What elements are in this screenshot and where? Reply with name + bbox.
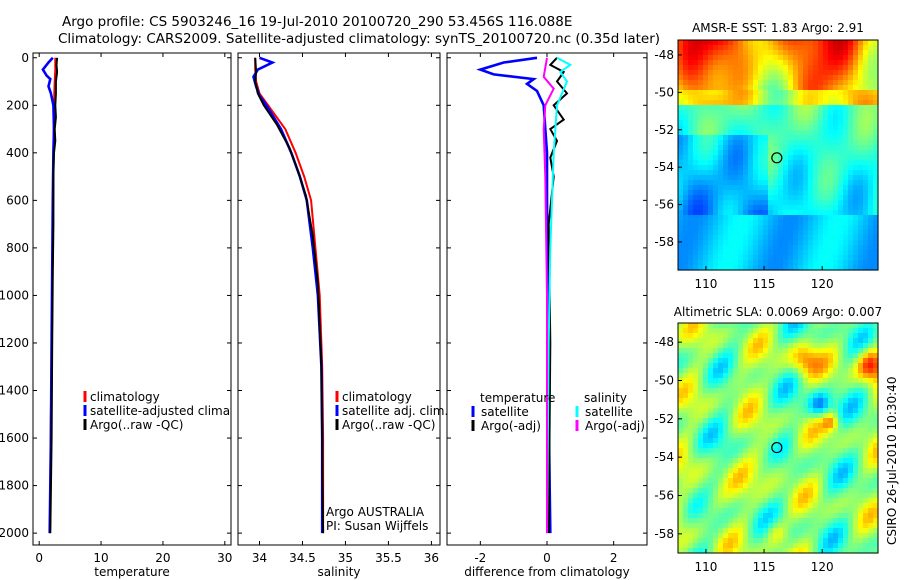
sst-map-ytick-label: -52 <box>654 123 674 137</box>
temperature-panel-xtick-label: 30 <box>217 551 232 565</box>
sla-map-title: Altimetric SLA: 0.0069 Argo: 0.007 <box>674 305 882 319</box>
sst-map-ytick-label: -48 <box>654 48 674 62</box>
difference-panel-legend-label: satellite <box>585 405 633 419</box>
temperature-panel-xtick-label: 0 <box>35 551 43 565</box>
difference-panel-legend-header-temperature: temperature <box>480 391 555 405</box>
sla-map-xtick-label: 120 <box>811 560 834 574</box>
difference-panel-series-sal-argo <box>542 57 555 534</box>
difference-panel-xtick-label: 0 <box>543 551 551 565</box>
salinity-panel-xtick-label: 35.5 <box>375 551 402 565</box>
difference-panel-xlabel: difference from climatology <box>464 565 630 579</box>
sla-map-ytick-label: -52 <box>654 412 674 426</box>
temperature-panel-ytick-label: 200 <box>6 98 29 112</box>
temperature-panel-legend-label: climatology <box>90 390 160 404</box>
temperature-panel-series-argo <box>49 57 59 534</box>
temperature-panel-ytick-label: 600 <box>6 193 29 207</box>
temperature-panel-frame <box>32 52 232 546</box>
sst-map-cells <box>678 40 879 271</box>
temperature-panel-xtick-label: 10 <box>93 551 108 565</box>
sst-map-argo-marker <box>771 152 783 164</box>
salinity-panel-series-argo <box>254 57 325 534</box>
temperature-panel-ytick-label: 1400 <box>0 384 29 398</box>
sla-map-ytick-label: -50 <box>654 374 674 388</box>
sst-map-xtick-label: 115 <box>753 277 776 291</box>
sst-map-frame <box>677 39 879 271</box>
salinity-panel-xlabel: salinity <box>317 565 360 579</box>
difference-panel-legend-label: Argo(-adj) <box>481 419 541 433</box>
difference-panel-xtick-label: -2 <box>474 551 486 565</box>
temperature-panel-legend-label: satellite-adjusted climatolog <box>90 404 260 418</box>
temperature-panel-ytick-label: 1200 <box>0 336 29 350</box>
sla-map-ytick-label: -54 <box>654 450 674 464</box>
sst-map-ytick-label: -56 <box>654 198 674 212</box>
difference-panel-series-sal-satellite <box>546 56 573 534</box>
sst-map-xtick-label: 120 <box>811 277 834 291</box>
salinity-panel-xtick-label: 34.5 <box>289 551 316 565</box>
sla-map-ytick-label: -48 <box>654 335 674 349</box>
temperature-panel-ytick-label: 400 <box>6 146 29 160</box>
temperature-panel-ytick-label: 0 <box>21 51 29 65</box>
salinity-panel-frame <box>237 52 441 546</box>
salinity-panel-legend-label: climatology <box>342 390 412 404</box>
panels: 0 10 20 30temperature0200400600800100012001… <box>0 21 882 579</box>
sla-map-cells <box>678 323 879 554</box>
sst-map-ytick-label: -50 <box>654 85 674 99</box>
difference-panel-xtick-label: 2 <box>610 551 618 565</box>
sla-map-xtick-label: 110 <box>694 560 717 574</box>
sla-map-ytick-label: -58 <box>654 527 674 541</box>
difference-panel-legend-label: Argo(-adj) <box>585 419 645 433</box>
sst-map-ytick-label: -54 <box>654 160 674 174</box>
sla-map-xtick-label: 115 <box>753 560 776 574</box>
sst-map-ytick-label: -58 <box>654 235 674 249</box>
temperature-panel-xlabel: temperature <box>94 565 169 579</box>
temperature-panel-ytick-label: 1800 <box>0 479 29 493</box>
title-line-1: Argo profile: CS 5903246_16 19-Jul-2010 … <box>62 14 572 30</box>
sla-map-frame <box>677 322 879 554</box>
salinity-panel-annotation: Argo AUSTRALIA <box>326 505 425 519</box>
salinity-panel-annotation: PI: Susan Wijffels <box>326 519 428 533</box>
difference-panel-legend-header-salinity: salinity <box>584 391 627 405</box>
temperature-panel-ytick-label: 1600 <box>0 431 29 445</box>
salinity-panel-legend-label: satellite adj. clim. <box>342 404 448 418</box>
footer-stamp: CSIRO 26-Jul-2010 10:30:40 <box>885 377 899 545</box>
temperature-panel-xtick-label: 20 <box>155 551 170 565</box>
sst-map-title: AMSR-E SST: 1.83 Argo: 2.91 <box>692 21 864 35</box>
temperature-panel-legend-label: Argo(..raw -QC) <box>90 418 183 432</box>
difference-panel-legend-label: satellite <box>481 405 529 419</box>
salinity-panel-legend-label: Argo(..raw -QC) <box>342 418 435 432</box>
sla-map-argo-marker <box>771 441 783 454</box>
salinity-panel-series-satellite <box>252 56 324 534</box>
difference-panel-series-temp-satellite <box>476 56 552 534</box>
salinity-panel-xtick-label: 34 <box>252 551 267 565</box>
salinity-panel-xtick-label: 35 <box>338 551 353 565</box>
temperature-panel-ytick-label: 2000 <box>0 526 29 540</box>
temperature-panel-ytick-label: 800 <box>6 241 29 255</box>
salinity-panel-xtick-label: 36 <box>424 551 439 565</box>
difference-panel-series-temp-argo <box>547 57 569 534</box>
sst-map-xtick-label: 110 <box>694 277 717 291</box>
salinity-panel-series-climatology <box>254 57 325 534</box>
temperature-panel-ytick-label: 1000 <box>0 288 29 302</box>
sla-map-ytick-label: -56 <box>654 489 674 503</box>
title-line-2: Climatology: CARS2009. Satellite-adjuste… <box>58 31 660 47</box>
